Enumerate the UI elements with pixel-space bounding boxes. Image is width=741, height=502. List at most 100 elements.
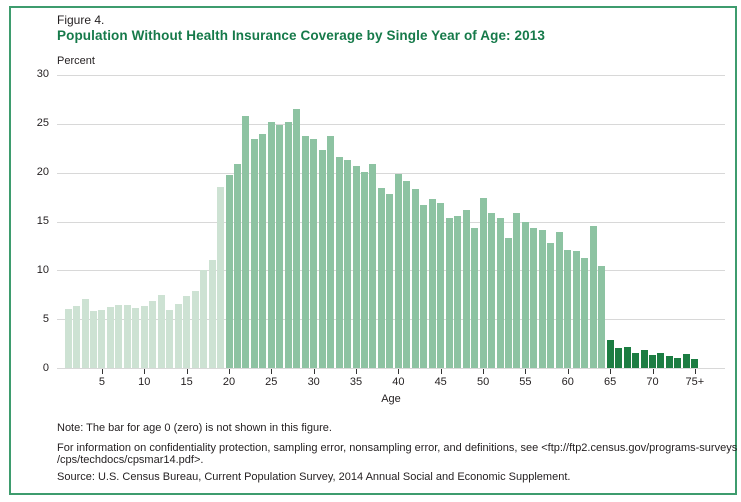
confidentiality-note-line2: /cps/techdocs/cpsmar14.pdf>.: [57, 454, 204, 466]
bar-age-57: [538, 230, 546, 369]
x-tick-label-60: 60: [561, 376, 574, 389]
bar-age-55: [521, 222, 529, 369]
bar-age-1: [64, 308, 72, 369]
bar-age-25: [267, 121, 275, 369]
x-tick-45: [440, 369, 442, 375]
bar-age-41: [403, 181, 411, 369]
bar-age-21: [233, 163, 241, 369]
bar-age-66: [615, 347, 623, 369]
x-tick-label-35: 35: [349, 376, 363, 389]
bar-age-5: [98, 309, 106, 369]
x-tick-label-10: 10: [138, 376, 151, 389]
bar-age-40: [394, 173, 402, 369]
gridline-0: [57, 368, 725, 370]
bar-age-11: [149, 300, 157, 369]
bar-age-68: [632, 352, 639, 369]
bar-age-8: [123, 304, 131, 369]
x-axis-title: Age: [381, 393, 401, 405]
bar-age-26: [276, 124, 284, 369]
bar-age-54: [513, 212, 521, 369]
gridline-20: [57, 172, 725, 174]
bar-age-75plus: [691, 359, 699, 369]
x-tick-75+: [694, 369, 696, 375]
bar-age-67: [623, 346, 631, 369]
bar-age-74: [682, 353, 690, 369]
y-tick-label-5: 5: [42, 312, 49, 325]
bar-age-27: [284, 121, 292, 369]
x-tick-label-45: 45: [434, 376, 447, 389]
bar-age-3: [81, 298, 89, 369]
bar-age-2: [73, 305, 80, 369]
bar-age-37: [369, 163, 377, 369]
bar-age-62: [581, 257, 589, 369]
y-tick-label-25: 25: [36, 117, 49, 130]
bar-age-28: [293, 109, 301, 369]
y-tick-label-20: 20: [36, 166, 49, 178]
bar-age-51: [488, 212, 495, 369]
bar-age-13: [166, 309, 174, 369]
x-tick-10: [144, 369, 146, 375]
x-tick-65: [610, 369, 612, 375]
bar-age-73: [674, 358, 682, 369]
bar-age-9: [132, 307, 140, 369]
bar-age-47: [454, 215, 462, 369]
bar-age-64: [598, 265, 606, 369]
y-axis-title: Percent: [57, 55, 95, 67]
bar-age-49: [471, 228, 479, 369]
bar-age-36: [361, 171, 368, 369]
x-tick-25: [271, 369, 273, 375]
x-tick-70: [652, 369, 654, 375]
bar-age-31: [318, 150, 326, 369]
bar-age-6: [106, 306, 114, 369]
bar-age-24: [259, 134, 267, 369]
bar-age-53: [505, 238, 512, 369]
bar-age-15: [183, 295, 191, 369]
bar-age-33: [335, 156, 343, 369]
bar-age-44: [428, 199, 436, 369]
bar-age-69: [640, 349, 648, 369]
bar-age-42: [411, 189, 419, 369]
x-tick-label-50: 50: [476, 376, 490, 389]
source-note: Source: U.S. Census Bureau, Current Popu…: [57, 471, 571, 483]
x-tick-label-75+: 75+: [685, 376, 705, 389]
gridline-30: [57, 74, 725, 76]
x-tick-60: [567, 369, 569, 375]
bar-age-65: [606, 339, 614, 369]
gridline-25: [57, 123, 725, 125]
bar-age-20: [225, 174, 233, 369]
bar-age-32: [327, 136, 335, 369]
age-zero-note: Note: The bar for age 0 (zero) is not sh…: [57, 422, 332, 434]
y-tick-label-30: 30: [36, 68, 49, 81]
bar-age-29: [301, 136, 309, 369]
x-tick-label-70: 70: [646, 376, 659, 389]
x-tick-label-20: 20: [222, 376, 236, 389]
x-tick-20: [229, 369, 230, 375]
bar-age-12: [157, 294, 165, 369]
bar-age-7: [115, 304, 123, 369]
x-tick-15: [186, 369, 188, 375]
x-tick-label-15: 15: [180, 376, 193, 389]
bar-age-63: [589, 226, 597, 369]
x-tick-label-65: 65: [603, 376, 617, 389]
bar-age-23: [250, 139, 258, 369]
bar-age-45: [437, 202, 445, 369]
figure-number: Figure 4.: [57, 13, 105, 27]
bar-age-38: [377, 188, 385, 369]
y-tick-label-0: 0: [42, 361, 49, 374]
x-tick-40: [398, 369, 400, 375]
bar-age-46: [445, 217, 453, 369]
x-tick-label-40: 40: [392, 376, 405, 389]
x-tick-55: [525, 369, 527, 375]
bar-age-30: [310, 139, 318, 369]
bar-age-56: [530, 228, 538, 369]
bar-age-58: [547, 243, 555, 369]
x-tick-30: [313, 369, 315, 375]
bar-age-60: [564, 249, 572, 369]
bar-age-61: [572, 250, 580, 369]
x-tick-35: [356, 369, 357, 375]
bar-age-48: [462, 209, 470, 369]
x-tick-label-30: 30: [307, 376, 320, 389]
bar-age-4: [89, 310, 97, 369]
